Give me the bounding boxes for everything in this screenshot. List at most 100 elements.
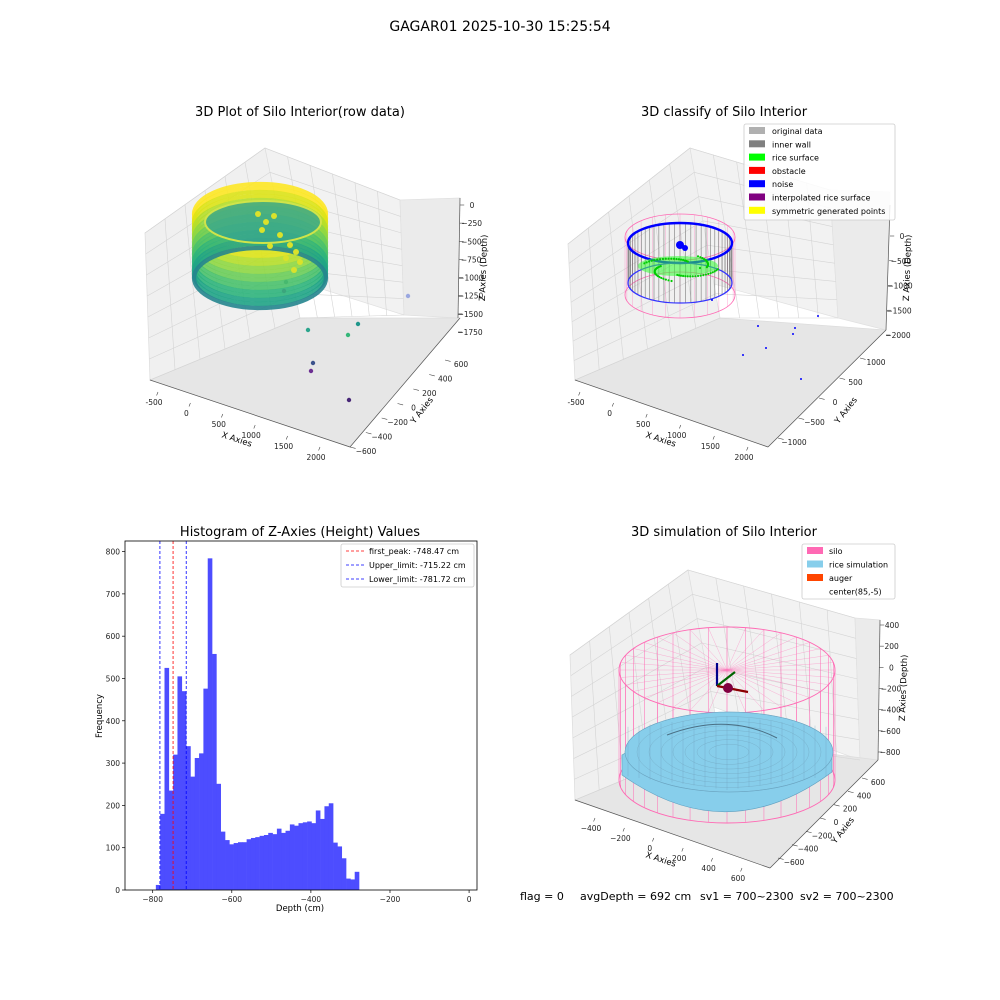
panel4-z-tick: 200 xyxy=(885,642,900,651)
legend-label: interpolated rice surface xyxy=(772,194,870,203)
panel2-zlabel: Z Axies (Depth) xyxy=(902,234,914,301)
histogram-bar xyxy=(246,839,252,890)
panel2-y-tick: −1000 xyxy=(781,438,807,447)
legend-label: Upper_limit: -715.22 cm xyxy=(369,561,466,570)
histogram-bar xyxy=(307,821,312,890)
histogram-bar xyxy=(203,688,209,890)
histogram-bar xyxy=(320,818,325,890)
histogram-bar xyxy=(272,834,278,890)
legend-swatch xyxy=(749,140,765,148)
legend-swatch xyxy=(807,574,823,581)
histogram-bar xyxy=(199,753,204,890)
panel4-x-tick: 400 xyxy=(701,864,716,873)
panel3-y-tick: 200 xyxy=(106,801,121,810)
legend-label: inner wall xyxy=(772,140,811,149)
footer-flag: flag = 0 xyxy=(520,890,564,903)
legend-label: original data xyxy=(772,127,823,136)
histogram-bar xyxy=(298,823,304,890)
panel2-z-tick: −1000 xyxy=(887,282,913,291)
panel4-z-tick: −200 xyxy=(881,685,902,694)
histogram-bar xyxy=(315,810,321,890)
panel4-z-tick: −600 xyxy=(880,727,901,736)
panel4-x-tick: 200 xyxy=(672,854,687,863)
legend-swatch xyxy=(749,193,765,201)
histogram-bar xyxy=(190,776,196,890)
panel2-x-tick: 1500 xyxy=(701,442,720,451)
panel2-z-tick: −500 xyxy=(891,257,912,266)
panel3-x-tick: −200 xyxy=(380,895,401,904)
histogram-bar xyxy=(194,758,200,890)
panel3-y-tick: 0 xyxy=(115,886,120,895)
histogram-bar xyxy=(181,691,187,890)
panel-raw-3d: 3D Plot of Silo Interior(row data) -500 0… xyxy=(144,105,490,462)
histogram-bar xyxy=(216,783,221,890)
legend-swatch xyxy=(807,547,823,554)
histogram-bar xyxy=(302,822,308,890)
histogram-bar xyxy=(250,837,256,890)
panel1-z-tick: −750 xyxy=(461,255,482,264)
panel3-ylabel: Frequency xyxy=(95,694,105,738)
histogram-bar xyxy=(333,842,338,890)
panel1-y-tick: −400 xyxy=(372,433,393,442)
panel4-y-tick: 600 xyxy=(871,778,886,787)
panel1-x-tick: 2000 xyxy=(306,453,325,462)
histogram-bar xyxy=(324,806,330,890)
panel2-y-tick: 0 xyxy=(833,398,838,407)
panel2-z-tick: −1500 xyxy=(886,306,912,315)
panel1-z-tick: −1250 xyxy=(458,292,484,301)
histogram-bar xyxy=(233,843,239,890)
histogram-bar xyxy=(311,823,317,890)
histogram-bar xyxy=(173,754,178,890)
histogram-bar xyxy=(350,879,356,890)
panel1-z-tick: −250 xyxy=(461,219,482,228)
panel3-y-tick: 300 xyxy=(106,759,121,768)
histogram-bar xyxy=(341,858,347,890)
panel4-x-tick: 0 xyxy=(647,844,652,853)
panel2-z-tick: −2000 xyxy=(885,331,911,340)
panel2-y-tick: 1000 xyxy=(866,358,885,367)
panel-simulation-3d: 3D simulation of Silo Interior −400−2000… xyxy=(569,525,910,883)
histogram-bar xyxy=(207,558,213,890)
panel4-legend: silo rice simulation auger center(85,-5) xyxy=(801,543,896,600)
histogram-bar xyxy=(354,871,360,890)
panel4-z-tick: 0 xyxy=(889,663,894,672)
panel1-y-tick: 0 xyxy=(411,404,416,413)
histogram-bar xyxy=(225,840,230,890)
panel-classify-3d: 3D classify of Silo Interior -500 0 500 100… xyxy=(567,105,914,462)
panel3-x-tick: −600 xyxy=(221,895,242,904)
panel4-x-tick: 600 xyxy=(731,874,746,883)
histogram-bar xyxy=(281,832,286,890)
histogram-bar xyxy=(155,884,161,890)
legend-swatch xyxy=(749,166,765,174)
legend-label: rice simulation xyxy=(829,561,888,570)
histogram-bar xyxy=(337,846,343,890)
panel1-zlabel: Z Axies (Depth) xyxy=(478,234,490,301)
panel1-y-tick: −200 xyxy=(387,418,408,427)
panel1-z-tick: −1750 xyxy=(457,328,483,337)
panel3-y-tick: 800 xyxy=(106,548,121,557)
panel1-x-tick: -500 xyxy=(145,398,162,407)
panel4-y-tick: −600 xyxy=(784,858,805,867)
panel3-xlabel: Depth (cm) xyxy=(276,904,324,914)
legend-label: symmetric generated points xyxy=(772,207,885,216)
panel1-z-tick: −1000 xyxy=(458,274,484,283)
panel3-y-tick: 700 xyxy=(106,590,121,599)
panel1-x-tick: 0 xyxy=(184,409,189,418)
panel4-y-tick: 0 xyxy=(834,818,839,827)
footer-sv1: sv1 = 700~2300 xyxy=(700,890,794,903)
panel1-x-tick: 1500 xyxy=(274,442,293,451)
histogram-bar xyxy=(289,824,295,890)
panel1-title: 3D Plot of Silo Interior(row data) xyxy=(195,105,405,120)
panel4-z-tick: 400 xyxy=(885,621,900,630)
histogram-bar xyxy=(328,803,334,890)
histogram-bar xyxy=(285,830,291,890)
panel2-title: 3D classify of Silo Interior xyxy=(641,105,808,120)
panel1-x-tick: 1000 xyxy=(242,431,261,440)
panel2-y-tick: 500 xyxy=(848,378,863,387)
legend-label: obstacle xyxy=(772,167,806,176)
histogram-bar xyxy=(220,831,226,890)
panel4-y-tick: −400 xyxy=(798,845,819,854)
panel3-y-tick: 600 xyxy=(106,632,121,641)
histogram-bar xyxy=(294,825,299,890)
